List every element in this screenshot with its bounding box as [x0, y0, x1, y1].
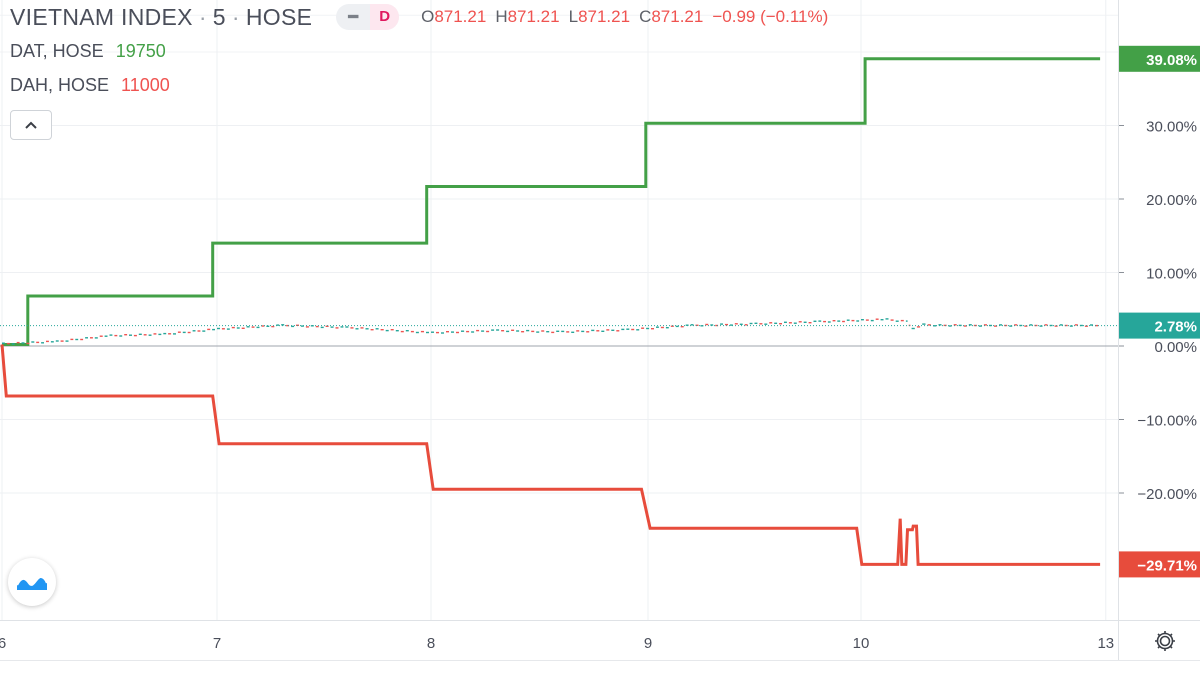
ohlc-values: O871.21 H871.21 L871.21 C871.21 −0.99 (−0.11…: [421, 7, 828, 27]
market-status-pill[interactable]: ━ D: [336, 4, 400, 30]
interval: 5: [212, 3, 226, 30]
bottom-toolbar-edge: [0, 660, 1200, 676]
price-tick-label: 20.00%: [1146, 192, 1197, 209]
price-tick-label: −20.00%: [1137, 486, 1197, 503]
ohlc-high-label: H: [495, 7, 508, 26]
collapse-legend-button[interactable]: [10, 110, 52, 140]
last-value-label: 2.78%: [1154, 319, 1197, 336]
exchange: HOSE: [245, 3, 313, 30]
time-axis-scale[interactable]: 6 7 8 9 10 13: [0, 621, 1118, 661]
compare-symbol: DAH, HOSE: [10, 74, 110, 95]
last-value-label: −29.71%: [1137, 557, 1197, 574]
chart-plot[interactable]: [0, 0, 1118, 620]
main-symbol-title[interactable]: VIETNAM INDEX · 5 · HOSE: [10, 4, 312, 31]
compare-row-dah[interactable]: DAH, HOSE 11000: [10, 68, 828, 102]
price-tick-label: −10.00%: [1137, 413, 1197, 430]
delayed-flag: D: [370, 4, 400, 30]
ohlc-high-value: 871.21: [507, 7, 560, 26]
price-axis[interactable]: 30.00% 20.00% 10.00% 0.00% −10.00% −20.00% 39.…: [1118, 0, 1200, 620]
price-tick-label: 0.00%: [1154, 339, 1197, 356]
ohlc-low-value: 871.21: [578, 7, 631, 26]
last-value-badge: [1119, 551, 1200, 578]
compare-value: 11000: [121, 74, 170, 95]
chevron-up-icon: [25, 121, 37, 129]
price-tick-label: 30.00%: [1146, 119, 1197, 136]
ohlc-close-label: C: [639, 7, 652, 26]
chart-legend: VIETNAM INDEX · 5 · HOSE ━ D O871.21 H871.21 L…: [10, 0, 828, 140]
price-tick-label: 10.00%: [1146, 266, 1197, 283]
time-tick-label: 6: [0, 635, 6, 652]
time-axis[interactable]: 6 7 8 9 10 13: [0, 620, 1118, 661]
time-tick-label: 7: [213, 635, 221, 652]
last-value-badge: [1119, 45, 1200, 72]
ohlc-low-label: L: [568, 7, 579, 26]
compare-value: 19750: [115, 40, 166, 61]
ohlc-change: −0.99 (−0.11%): [712, 7, 829, 26]
symbol-name: VIETNAM INDEX: [10, 3, 193, 30]
time-tick-label: 9: [644, 635, 652, 652]
compare-row-dat[interactable]: DAT, HOSE 19750: [10, 34, 828, 68]
chart-pane[interactable]: VIETNAM INDEX · 5 · HOSE ━ D O871.21 H871.21 L…: [0, 0, 1118, 620]
time-tick-label: 8: [427, 635, 435, 652]
last-value-label: 39.08%: [1146, 52, 1197, 69]
tradingview-logo-button[interactable]: [8, 558, 56, 606]
ohlc-close-value: 871.21: [651, 7, 704, 26]
series-line-1[interactable]: [0, 344, 1101, 566]
title-separator: ·: [198, 3, 207, 30]
time-tick-label: 10: [853, 635, 870, 652]
minus-icon: ━: [348, 9, 359, 26]
tradingview-logo-icon: [16, 575, 49, 590]
chart-settings-button[interactable]: [1118, 620, 1200, 661]
time-tick-label: 13: [1097, 635, 1114, 652]
price-axis-scale[interactable]: 30.00% 20.00% 10.00% 0.00% −10.00% −20.00% 39.…: [1119, 0, 1200, 620]
title-separator: ·: [231, 3, 240, 30]
last-value-badge: [1119, 312, 1200, 339]
main-symbol-row[interactable]: VIETNAM INDEX · 5 · HOSE ━ D O871.21 H871.21 L…: [10, 0, 828, 34]
ohlc-open-value: 871.21: [434, 7, 487, 26]
gear-icon: [1155, 631, 1175, 651]
series-line-0[interactable]: [2, 57, 1101, 346]
ohlc-open-label: O: [421, 7, 435, 26]
compare-symbol: DAT, HOSE: [10, 40, 104, 61]
